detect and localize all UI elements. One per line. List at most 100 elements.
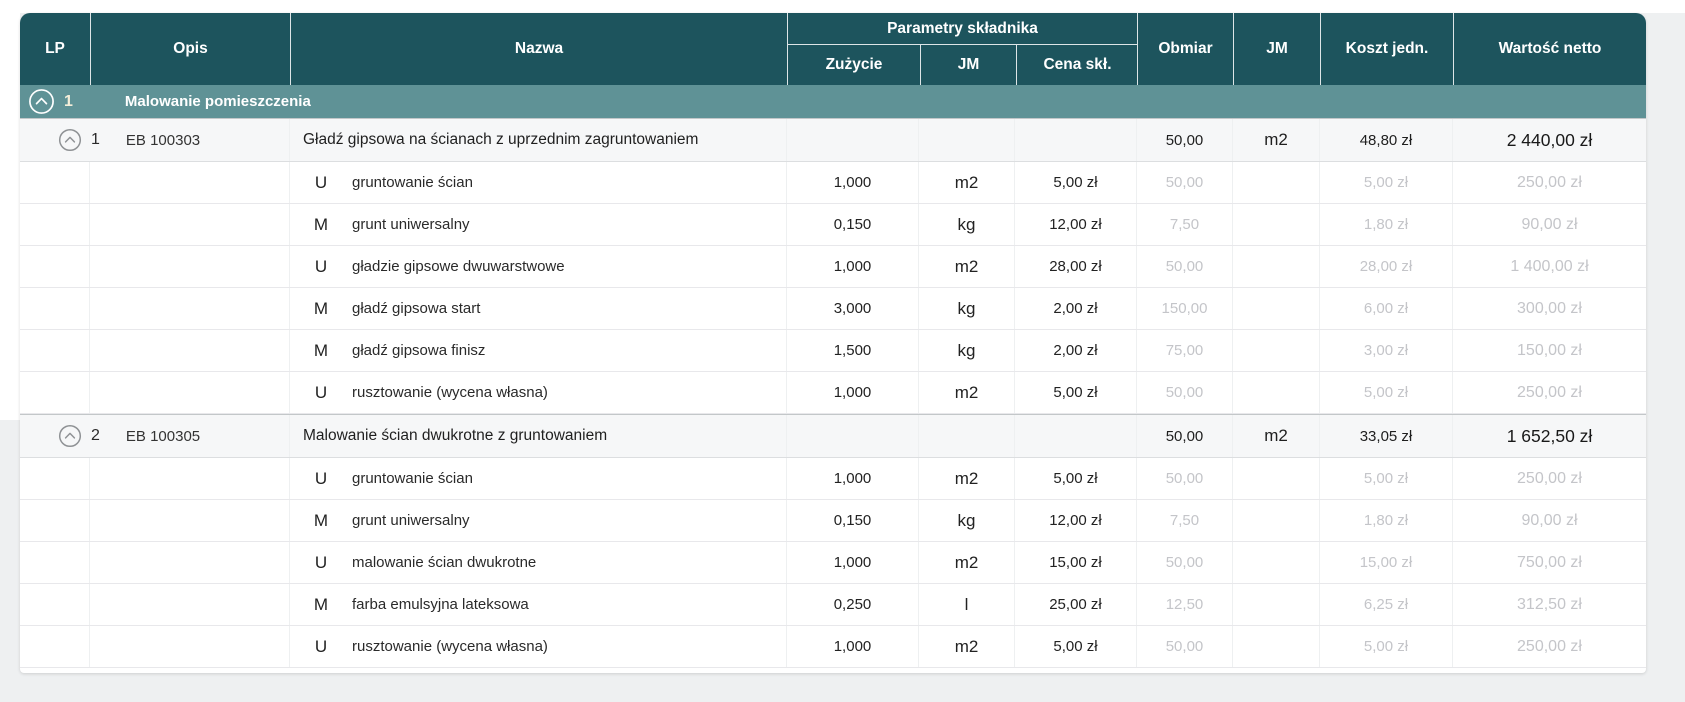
- position-row[interactable]: 1 EB 100303 Gładź gipsowa na ścianach z up…: [20, 118, 1646, 162]
- jm-skl-value: kg: [919, 500, 1015, 541]
- col-header-lp: LP: [45, 40, 65, 57]
- obmiar-value: 50,00: [1137, 542, 1233, 583]
- lp-cell: [20, 542, 90, 583]
- obmiar-value: 75,00: [1137, 330, 1233, 371]
- cena-skl-value: 15,00 zł: [1015, 542, 1137, 583]
- wartosc-netto-value: 1 400,00 zł: [1510, 257, 1589, 275]
- col-header-obmiar: Obmiar: [1137, 13, 1233, 85]
- chevron-up-icon[interactable]: [58, 424, 82, 448]
- component-name: farba emulsyjna lateksowa: [352, 596, 529, 613]
- wartosc-netto-value: 1 652,50 zł: [1506, 425, 1593, 446]
- position-name: Malowanie ścian dwukrotne z gruntowaniem: [290, 415, 787, 457]
- obmiar-value: 50,00: [1137, 458, 1233, 499]
- opis-cell: [90, 542, 290, 583]
- wartosc-netto-value: 250,00 zł: [1517, 637, 1582, 655]
- table-body: 1 Malowanie pomieszczenia 1 EB 100303 Gładź …: [20, 85, 1646, 668]
- col-header-koszt-jedn: Koszt jedn.: [1320, 13, 1453, 85]
- jm-cell: [1233, 542, 1320, 583]
- component-name: grunt uniwersalny: [352, 512, 470, 529]
- page-left-strip: [0, 0, 20, 420]
- koszt-jedn-value: 5,00 zł: [1320, 626, 1453, 667]
- lp-cell: [20, 372, 90, 413]
- koszt-jedn-value: 1,80 zł: [1320, 500, 1453, 541]
- opis-cell: [90, 458, 290, 499]
- col-header-jm-skl: JM: [920, 45, 1016, 85]
- component-type: U: [314, 552, 328, 572]
- lp-cell: [20, 330, 90, 371]
- koszt-jedn-value: 5,00 zł: [1320, 458, 1453, 499]
- opis-cell: [90, 584, 290, 625]
- zuzycie-value: 1,000: [787, 626, 919, 667]
- chevron-up-icon[interactable]: [28, 88, 55, 115]
- jm-cell: [1233, 204, 1320, 245]
- col-header-nazwa: Nazwa: [290, 13, 787, 85]
- zuzycie-value: 1,000: [787, 162, 919, 203]
- obmiar-value: 50,00: [1137, 415, 1233, 457]
- koszt-jedn-value: 5,00 zł: [1320, 372, 1453, 413]
- component-name: gładź gipsowa finisz: [352, 342, 486, 359]
- component-type: U: [314, 468, 328, 488]
- position-id-cell: 1 EB 100303: [20, 119, 290, 161]
- obmiar-value: 50,00: [1137, 246, 1233, 287]
- jm-cell: [1233, 584, 1320, 625]
- koszt-jedn-value: 33,05 zł: [1320, 415, 1453, 457]
- opis-cell: [90, 330, 290, 371]
- opis-cell: [90, 162, 290, 203]
- jm-skl-value: kg: [919, 288, 1015, 329]
- zuzycie-value: 3,000: [787, 288, 919, 329]
- zuzycie-value: 1,500: [787, 330, 919, 371]
- component-type: M: [313, 594, 329, 614]
- opis-cell: [90, 246, 290, 287]
- position-row[interactable]: 2 EB 100305 Malowanie ścian dwukrotne z gr…: [20, 414, 1646, 458]
- wartosc-netto-value: 250,00 zł: [1517, 469, 1582, 487]
- page-top-strip: [0, 0, 1685, 13]
- koszt-jedn-value: 5,00 zł: [1320, 162, 1453, 203]
- cena-skl-value: 2,00 zł: [1015, 330, 1137, 371]
- component-type: M: [313, 510, 329, 530]
- opis-cell: [90, 288, 290, 329]
- chevron-up-icon[interactable]: [58, 128, 82, 152]
- cena-skl-cell: [1015, 415, 1137, 457]
- jm-cell: [1233, 372, 1320, 413]
- col-header-wartosc-netto: Wartość netto: [1453, 13, 1646, 85]
- wartosc-netto-value: 150,00 zł: [1517, 341, 1582, 359]
- wartosc-netto-value: 2 440,00 zł: [1506, 129, 1593, 150]
- obmiar-value: 12,50: [1137, 584, 1233, 625]
- obmiar-value: 50,00: [1137, 162, 1233, 203]
- zuzycie-value: 0,150: [787, 204, 919, 245]
- jm-skl-value: m2: [919, 542, 1015, 583]
- lp-cell: [20, 288, 90, 329]
- wartosc-netto-value: 300,00 zł: [1517, 299, 1582, 317]
- col-header-cena-skl: Cena skł.: [1016, 45, 1138, 85]
- koszt-jedn-value: 6,00 zł: [1320, 288, 1453, 329]
- cena-skl-value: 2,00 zł: [1015, 288, 1137, 329]
- cena-skl-value: 5,00 zł: [1015, 626, 1137, 667]
- position-name: Gładź gipsowa na ścianach z uprzednim za…: [290, 119, 787, 161]
- component-name: grunt uniwersalny: [352, 216, 470, 233]
- obmiar-value: 50,00: [1137, 372, 1233, 413]
- koszt-jedn-value: 6,25 zł: [1320, 584, 1453, 625]
- component-name: gładź gipsowa start: [352, 300, 481, 317]
- group-row[interactable]: 1 Malowanie pomieszczenia: [20, 85, 1646, 118]
- cena-skl-value: 5,00 zł: [1015, 372, 1137, 413]
- lp-cell: [20, 458, 90, 499]
- cena-skl-cell: [1015, 119, 1137, 161]
- zuzycie-cell: [787, 119, 919, 161]
- obmiar-value: 7,50: [1137, 500, 1233, 541]
- position-lp: 1: [91, 131, 100, 148]
- obmiar-value: 150,00: [1137, 288, 1233, 329]
